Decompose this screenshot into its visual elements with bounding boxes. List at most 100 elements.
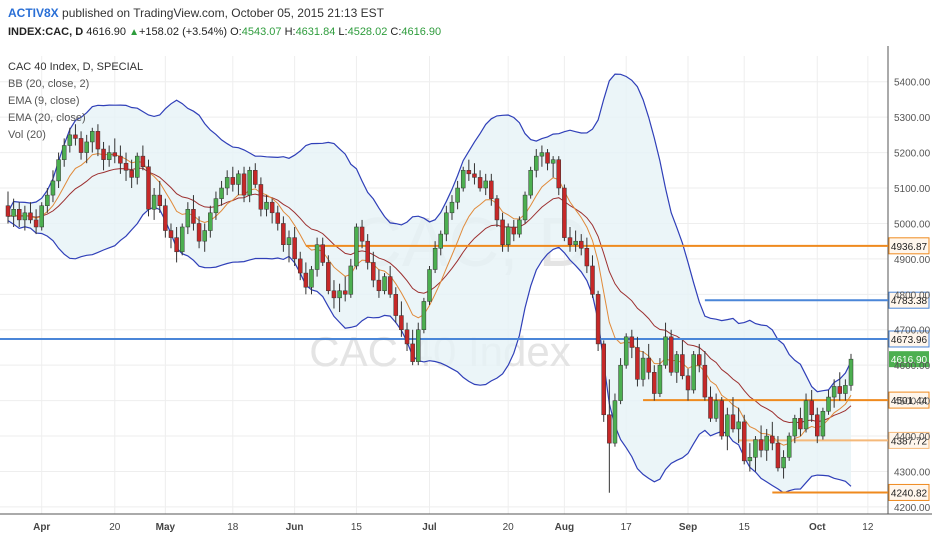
candle [11,198,16,227]
candle [517,216,522,238]
candle [135,152,140,185]
close-value: 4616.90 [401,26,442,38]
candle [831,379,837,408]
candle-body [646,357,651,373]
candle-body [539,152,545,157]
candle [573,230,578,252]
candle [123,152,129,181]
candle-body [753,439,758,458]
time-tick-label: Sep [679,522,697,533]
candle-body [146,166,151,210]
price-axis[interactable]: 4200.00 4300.00 4400.00 4500.00 4600.00 4700.… [894,78,931,514]
level-price-tag: 4783.38 [888,291,930,309]
price-tick-label: 5300.00 [894,113,931,124]
candle-body [792,418,798,437]
candle [629,329,635,359]
candle [399,301,404,337]
level-tag-label: 4501.44 [891,396,928,407]
candle-body [747,457,753,462]
candle-body [500,219,505,245]
candle [618,358,623,405]
candle [33,209,39,235]
level-price-tag: 4501.44 [888,391,930,409]
candle [595,290,601,352]
price-tick-label: 4800.00 [894,290,931,301]
candle [848,353,854,391]
last-price: 4616.90 [86,26,126,38]
candle-body [342,290,348,295]
candle [421,297,427,334]
candle-body [674,354,680,373]
candle [309,265,314,295]
candle [444,205,449,242]
candle-body [668,336,674,373]
candle [50,170,56,203]
candle-body [399,315,404,330]
candle [494,195,500,227]
price-tick-label: 5100.00 [894,184,931,195]
candle [78,131,84,160]
chart-canvas[interactable]: CAC, D CAC 40 Index 4936.874783.384673.9… [0,46,932,550]
low-label: L: [338,26,348,38]
candle-body [685,375,691,391]
candle-body [376,279,382,292]
candle-body [208,212,213,231]
candle [775,436,781,472]
candle [815,407,820,444]
candle [590,255,595,298]
time-axis[interactable]: Apr 20 May 18 Jun 15 Jul 20 Aug 17 Sep 15 Oct 12 [33,522,874,533]
candle-body [320,244,325,263]
candle-body [534,155,539,171]
level-price-tag: 4387.72 [888,431,930,449]
candle-body [601,343,606,416]
level-tag-label: 4387.72 [891,436,928,447]
candle-body [522,194,528,221]
candle-body [202,230,207,242]
candle-body [314,244,320,270]
candle [236,170,241,196]
price-chart[interactable]: CAC, D CAC 40 Index 4936.874783.384673.9… [0,46,932,550]
candle-body [269,201,275,214]
candle-body [477,177,483,189]
candle-body [264,201,269,210]
level-tag-box [888,483,930,501]
candle-body [281,223,286,245]
candle [219,180,224,206]
candle-body [371,262,376,281]
publisher-name[interactable]: ACTIV8X [8,6,59,20]
candle-body [286,237,292,245]
open-value: 4543.07 [241,26,282,38]
candle-body [438,233,443,249]
candle-body [56,159,61,182]
candle-body [185,209,191,228]
time-tick-label: Oct [809,522,826,533]
candle [730,397,736,433]
candle-body [612,400,618,444]
candle-body [129,170,134,178]
level-tag-box [888,391,930,409]
candle-body [67,134,73,146]
ohlc-line: INDEX:CAC, D 4616.90 ▲+158.02 (+3.54%) O… [8,26,441,38]
candle-body [635,347,640,380]
candle [269,198,275,224]
candle-body [489,180,494,199]
candle [747,443,753,472]
candle-body [781,457,786,469]
candle-body [623,336,629,366]
candle [657,358,663,398]
candle [770,421,775,451]
candle [106,145,112,167]
candle [168,223,174,249]
time-tick-label: Aug [555,522,574,533]
candle-body [691,354,696,391]
candle-body [28,212,33,221]
candle [264,195,269,217]
candle-body [472,173,477,178]
candle-body [550,159,556,164]
candle [348,258,354,298]
candle [22,205,28,231]
candle [803,393,809,433]
level-price-tag: 4673.96 [888,330,930,348]
candle [230,166,236,192]
candle-body [78,138,84,153]
